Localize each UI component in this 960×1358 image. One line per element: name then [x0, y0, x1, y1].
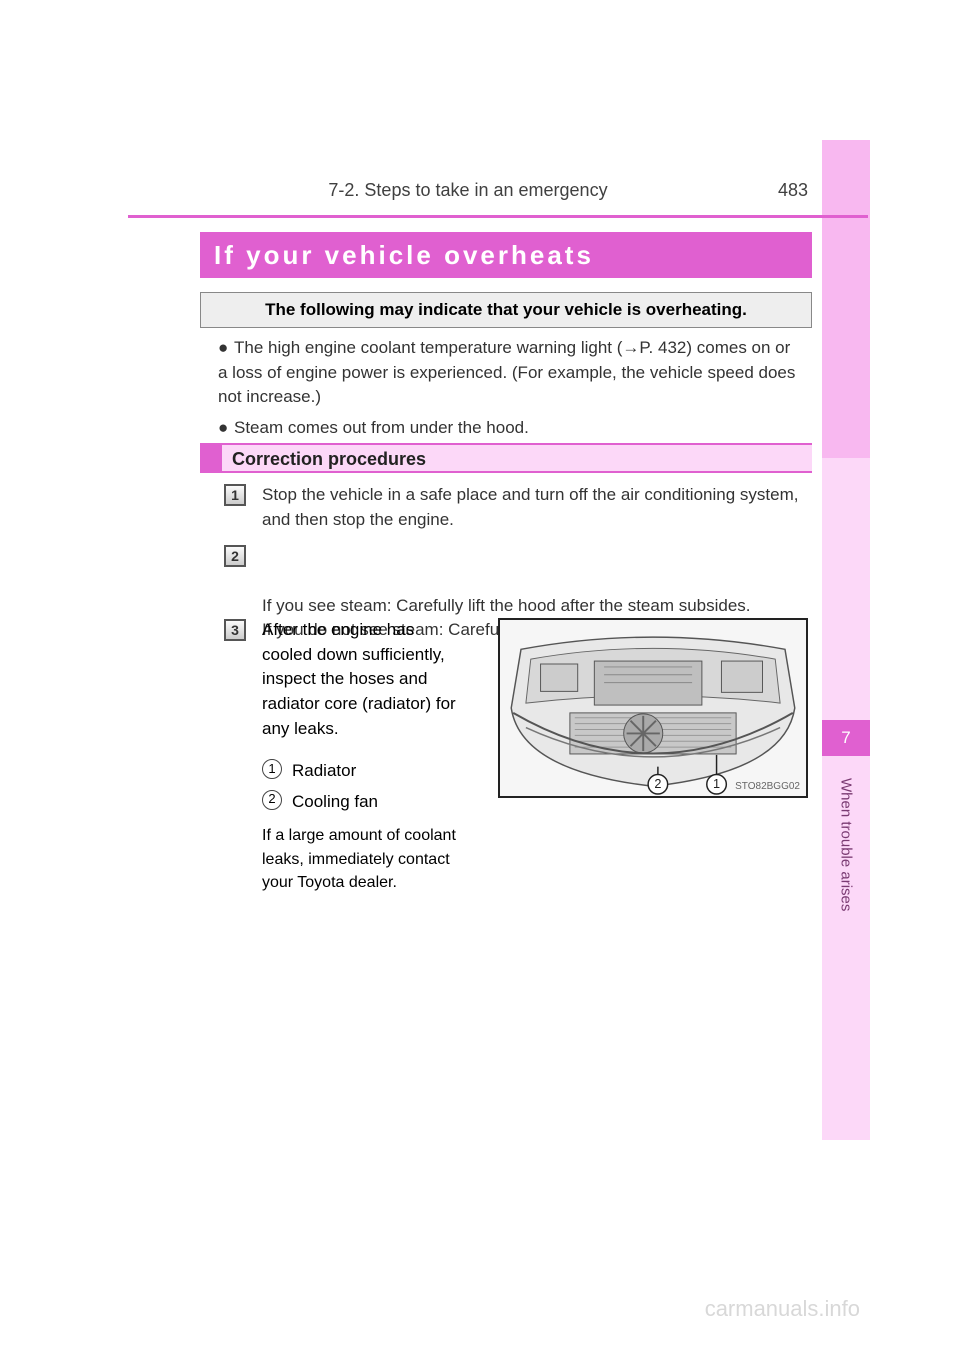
- callout-item: 1 Radiator: [262, 759, 464, 784]
- chapter-label: When trouble arises: [822, 770, 870, 970]
- indicator-list: ●The high engine coolant temperature war…: [218, 336, 798, 447]
- engine-illustration: 2 1: [500, 620, 806, 796]
- step-text: Stop the vehicle in a safe place and tur…: [262, 485, 798, 529]
- callout-list: 1 Radiator 2 Cooling fan: [262, 759, 464, 814]
- list-item: ●The high engine coolant temperature war…: [218, 336, 798, 410]
- page-title: If your vehicle overheats: [200, 232, 812, 278]
- section-accent: [200, 445, 222, 471]
- callout-label: Radiator: [292, 761, 356, 780]
- svg-text:1: 1: [713, 776, 720, 791]
- step-text: After the engine has cooled down suffici…: [262, 620, 456, 738]
- svg-text:2: 2: [654, 776, 661, 791]
- top-right-panel: [822, 140, 870, 458]
- callout-label: Cooling fan: [292, 792, 378, 811]
- figure-code: STO82BGG02: [735, 781, 800, 792]
- bullet-icon: ●: [218, 416, 234, 441]
- page-number-right: 483: [778, 180, 808, 201]
- step-note: If a large amount of coolant leaks, imme…: [262, 824, 464, 894]
- list-item: ●Steam comes out from under the hood.: [218, 416, 798, 441]
- overheat-indicator-box: The following may indicate that your veh…: [200, 292, 812, 328]
- step-3-text: 3 After the engine has cooled down suffi…: [224, 618, 464, 894]
- step-1: 1 Stop the vehicle in a safe place and t…: [224, 483, 814, 532]
- bullet-text: The high engine coolant temperature warn…: [218, 338, 795, 406]
- step-number-icon: 1: [224, 484, 246, 506]
- step-number-icon: 3: [224, 619, 246, 641]
- section-path: 7-2. Steps to take in an emergency: [328, 180, 607, 201]
- callout-number-icon: 1: [262, 759, 282, 779]
- section-heading: Correction procedures: [200, 443, 812, 473]
- bullet-icon: ●: [218, 336, 234, 361]
- engine-bay-figure: 2 1 STO82BGG02: [498, 618, 808, 798]
- page-header: 483 7-2. Steps to take in an emergency 4…: [128, 180, 808, 201]
- chapter-tab: 7: [822, 720, 870, 756]
- callout-number-icon: 2: [262, 790, 282, 810]
- section-label: Correction procedures: [222, 445, 436, 474]
- step-number-icon: 2: [224, 545, 246, 567]
- bullet-text: Steam comes out from under the hood.: [234, 418, 529, 437]
- watermark: carmanuals.info: [705, 1296, 860, 1322]
- callout-item: 2 Cooling fan: [262, 790, 464, 815]
- header-rule: [128, 215, 868, 218]
- step-3-block: 3 After the engine has cooled down suffi…: [224, 618, 814, 894]
